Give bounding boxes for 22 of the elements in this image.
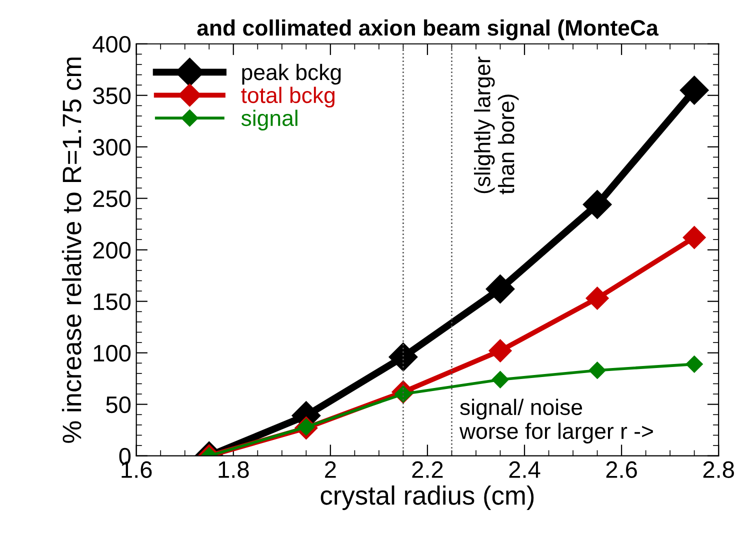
y-tick-label: 350 [92,87,131,104]
legend-label: peak bckg [242,64,341,85]
annotation: signal/ noise worse for larger r -> [459,398,653,444]
x-tick-label: 2 [325,461,336,478]
y-tick-label: 50 [106,396,131,414]
chart-title: and collimated axion beam signal (MonteCa [197,19,659,40]
y-tick-label: 100 [94,344,131,362]
x-tick-label: 1.8 [218,461,249,478]
y-tick-label: 150 [94,293,131,310]
y-tick-label: 250 [93,190,131,208]
x-tick-label: 2.8 [703,461,734,478]
y-tick-label: 200 [93,242,131,259]
legend-label: total bckg [241,86,334,108]
legend-label: signal [241,110,298,130]
y-tick-label: 300 [92,138,131,156]
x-tick-label: 2.6 [606,461,637,478]
x-axis-title: crystal radius (cm) [320,485,534,510]
x-tick-label: 2.4 [509,461,540,478]
y-tick-label: 400 [92,36,131,53]
y-axis-title: % increase relative to R=1.75 cm [62,58,82,443]
annotation: (slightly larger than bore) [474,56,519,194]
x-tick-label: 2.2 [412,461,443,478]
